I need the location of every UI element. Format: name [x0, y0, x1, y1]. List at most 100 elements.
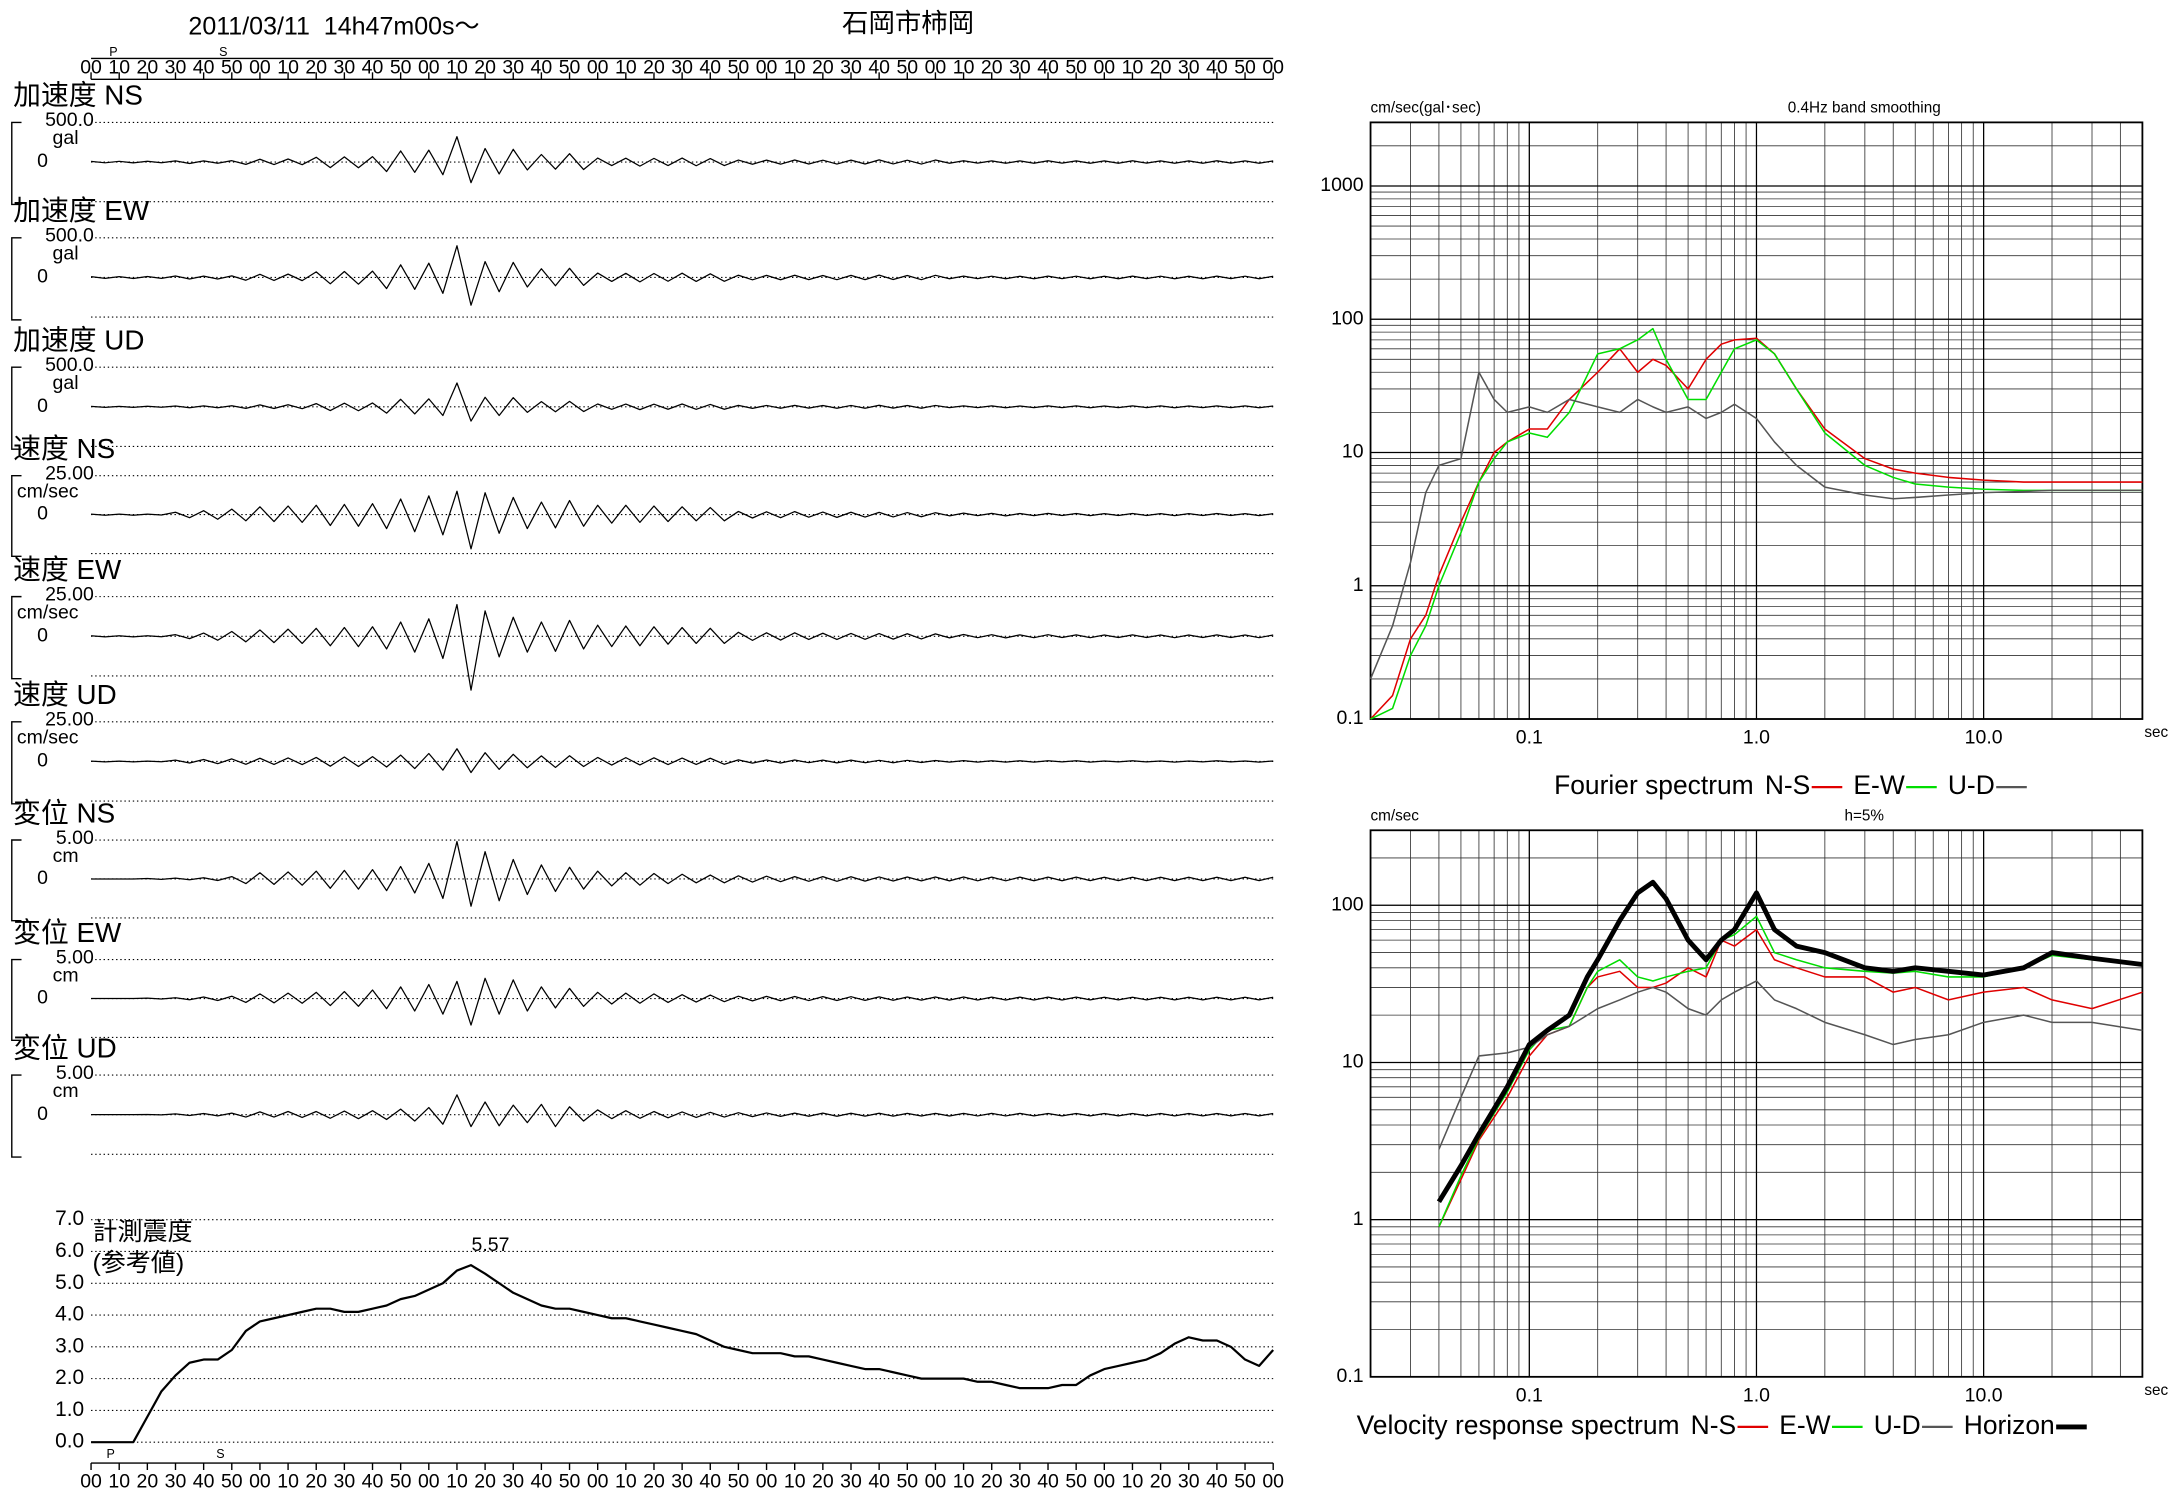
y-tick-label: 0 [37, 987, 48, 1009]
y-tick-label: 5.00 [56, 946, 94, 968]
y-tick-label: 100 [1331, 893, 1364, 915]
x-tick-label: 00 [925, 56, 947, 78]
bracket [11, 839, 22, 922]
trace-name: 変位 UD [13, 1032, 116, 1063]
x-tick-label: 40 [1037, 56, 1059, 78]
x-tick-label: 10 [784, 1471, 806, 1493]
x-tick-label: 10 [615, 56, 637, 78]
y-tick-label: 2.0 [55, 1366, 84, 1389]
y-tick-label: 10 [1342, 441, 1364, 463]
y-axis-label: cm/sec(gal･sec) [1371, 100, 1481, 117]
x-tick-label: 40 [193, 56, 215, 78]
x-tick-label: 10 [108, 1471, 130, 1493]
y-axis-label: (参考値) [92, 1249, 184, 1277]
phase-mark: P [109, 45, 117, 59]
x-tick-label: 30 [1009, 1471, 1031, 1493]
x-tick-label: 50 [896, 1471, 918, 1493]
y-tick-label: 1000 [1320, 174, 1363, 196]
unit-label: cm [53, 845, 79, 867]
legend-label: E-W [1779, 1410, 1830, 1440]
x-tick-label: 40 [699, 56, 721, 78]
x-tick-label: 20 [137, 1471, 159, 1493]
x-tick-label: 30 [840, 1471, 862, 1493]
x-tick-label: 20 [137, 56, 159, 78]
bracket [11, 1074, 22, 1158]
y-tick-label: 0 [37, 624, 48, 646]
trace-name: 加速度 UD [13, 324, 144, 355]
x-tick-label: 30 [1009, 56, 1031, 78]
phase-mark: P [106, 1447, 114, 1461]
bracket [11, 366, 22, 450]
x-tick-label: 50 [1065, 56, 1087, 78]
plot-frame [1369, 829, 2144, 1378]
x-tick-label: 40 [362, 56, 384, 78]
x-tick-label: 00 [1093, 1471, 1115, 1493]
unit-label: gal [53, 243, 79, 265]
bracket [11, 474, 22, 557]
unit-label: cm [53, 1080, 79, 1102]
x-tick-label: 10 [446, 56, 468, 78]
bracket [11, 595, 22, 680]
x-tick-label: 20 [305, 56, 327, 78]
x-tick-label: 40 [193, 1471, 215, 1493]
y-tick-label: 500.0 [45, 225, 94, 247]
x-tick-label: 20 [1150, 56, 1172, 78]
x-tick-label: 40 [362, 1471, 384, 1493]
data-line [1436, 879, 2143, 1204]
x-tick-label: 30 [1178, 56, 1200, 78]
subtitle: 0.4Hz band smoothing [1788, 100, 1941, 117]
x-tick-label: 50 [559, 1471, 581, 1493]
waveform [91, 1094, 1274, 1128]
x-tick-label: 50 [390, 56, 412, 78]
x-tick-label: 10 [446, 1471, 468, 1493]
x-tick-label: 0.1 [1516, 1384, 1543, 1406]
x-tick-label: 20 [643, 1471, 665, 1493]
trace-name: 変位 EW [13, 917, 122, 948]
waveform [91, 490, 1274, 550]
x-tick-label: 00 [1093, 56, 1115, 78]
unit-label: cm/sec [17, 480, 79, 502]
bracket [11, 721, 22, 805]
y-tick-label: 4.0 [55, 1303, 84, 1326]
x-tick-label: 00 [587, 56, 609, 78]
x-tick-label: 30 [334, 56, 356, 78]
y-tick-label: 6.0 [55, 1239, 84, 1262]
data-line [1370, 327, 2143, 720]
x-tick-label: 30 [165, 56, 187, 78]
x-tick-label: 00 [418, 56, 440, 78]
y-tick-label: 500.0 [45, 354, 94, 376]
legend-label: U-D [1948, 770, 1995, 800]
y-tick-label: 0 [37, 867, 48, 889]
x-tick-label: 50 [896, 56, 918, 78]
y-tick-label: 0 [37, 503, 48, 525]
trace-name: 速度 UD [13, 679, 116, 710]
x-tick-label: 40 [868, 56, 890, 78]
data-line [1369, 371, 2143, 680]
y-axis-label: 計測震度 [92, 1218, 192, 1246]
y-tick-label: 1 [1353, 574, 1364, 596]
y-tick-label: 1.0 [55, 1398, 84, 1421]
y-tick-label: 0.1 [1337, 707, 1364, 729]
x-tick-label: 10 [277, 56, 299, 78]
bracket [11, 121, 22, 206]
x-tick-label: 50 [1234, 1471, 1256, 1493]
x-tick-label: 40 [531, 1471, 553, 1493]
x-tick-label: 50 [1065, 1471, 1087, 1493]
x-tick-label: 10 [784, 56, 806, 78]
x-tick-label: 10 [953, 56, 975, 78]
x-tick-label: 50 [390, 1471, 412, 1493]
data-line [91, 1264, 1275, 1444]
x-tick-label: 10 [277, 1471, 299, 1493]
x-tick-label: 20 [812, 1471, 834, 1493]
subtitle: h=5% [1844, 807, 1884, 824]
legend-label: E-W [1853, 770, 1904, 800]
x-tick-label: 00 [756, 1471, 778, 1493]
waveform [90, 245, 1274, 306]
x-axis-label: sec [2144, 724, 2168, 741]
trace-name: 加速度 NS [13, 80, 143, 111]
legend-label: U-D [1874, 1410, 1921, 1440]
waveform [91, 603, 1274, 691]
y-tick-label: 25.00 [45, 462, 94, 484]
legend-title: Velocity response spectrum [1357, 1410, 1680, 1440]
